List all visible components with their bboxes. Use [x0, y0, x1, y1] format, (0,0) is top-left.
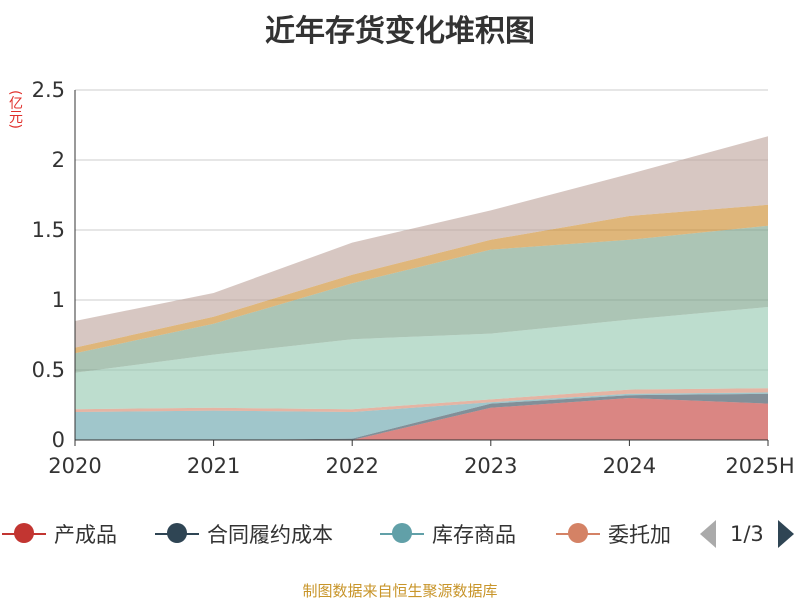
pager-page-text: 1/3 — [730, 522, 764, 546]
legend-item-chan-cheng-pin[interactable]: 产成品 — [2, 516, 117, 552]
y-tick-label: 0.5 — [32, 358, 65, 382]
legend-label: 委托加 — [608, 523, 671, 547]
x-tick-label: 2024 — [603, 454, 656, 478]
x-tick-label: 2020 — [48, 454, 101, 478]
axes — [74, 90, 769, 446]
data-source-note: 制图数据来自恒生聚源数据库 — [302, 582, 498, 600]
x-tick-label: 2022 — [325, 454, 378, 478]
legend-item-ku-cun-shang-pin[interactable]: 库存商品 — [380, 516, 516, 552]
area-发出商品 — [75, 204, 768, 354]
y-tick-label: 1 — [52, 288, 65, 312]
x-tick-label: 2023 — [464, 454, 517, 478]
legend-line — [2, 523, 46, 543]
y-tick-label: 2 — [52, 148, 65, 172]
legend-marker-icon — [392, 523, 412, 543]
area-产成品 — [75, 398, 768, 440]
area-在产品 — [75, 225, 768, 373]
legend-item-wei-tuo-jia[interactable]: 委托加 — [556, 516, 671, 552]
x-tick-labels: 2020 2021 2022 2023 2024 2025H — [48, 454, 794, 478]
pager-prev-arrow-icon[interactable] — [700, 520, 716, 548]
y-tick-labels: 0 0.5 1 1.5 2 2.5 — [32, 78, 65, 452]
chart-title: 近年存货变化堆积图 — [265, 14, 535, 49]
area-其他 — [75, 136, 768, 348]
legend-label: 产成品 — [54, 523, 117, 547]
legend-item-he-tong-lv-yue-cheng-ben[interactable]: 合同履约成本 — [155, 516, 333, 552]
legend-label: 库存商品 — [432, 523, 516, 547]
area-委托加工物资 — [75, 388, 768, 412]
legend-pager: 1/3 — [700, 516, 794, 552]
legend-line — [556, 523, 600, 543]
area-series — [75, 136, 768, 440]
area-原材料 — [75, 307, 768, 410]
legend: 产成品 合同履约成本 库存商品 委托加 — [0, 516, 800, 552]
area-库存商品 — [75, 392, 768, 440]
y-tick-label: 1.5 — [32, 218, 65, 242]
legend-marker-icon — [14, 523, 34, 543]
legend-line — [155, 523, 199, 543]
legend-marker-icon — [568, 523, 588, 543]
y-tick-label: 2.5 — [32, 78, 65, 102]
y-axis-label: (亿元) — [7, 90, 23, 129]
y-tick-label: 0 — [52, 428, 65, 452]
legend-label: 合同履约成本 — [207, 523, 333, 547]
x-tick-label: 2021 — [187, 454, 240, 478]
area-合同履约成本 — [75, 393, 768, 440]
x-tick-label: 2025H — [725, 454, 794, 478]
pager-next-arrow-icon[interactable] — [777, 520, 794, 548]
legend-marker-icon — [167, 523, 187, 543]
legend-line — [380, 523, 424, 543]
